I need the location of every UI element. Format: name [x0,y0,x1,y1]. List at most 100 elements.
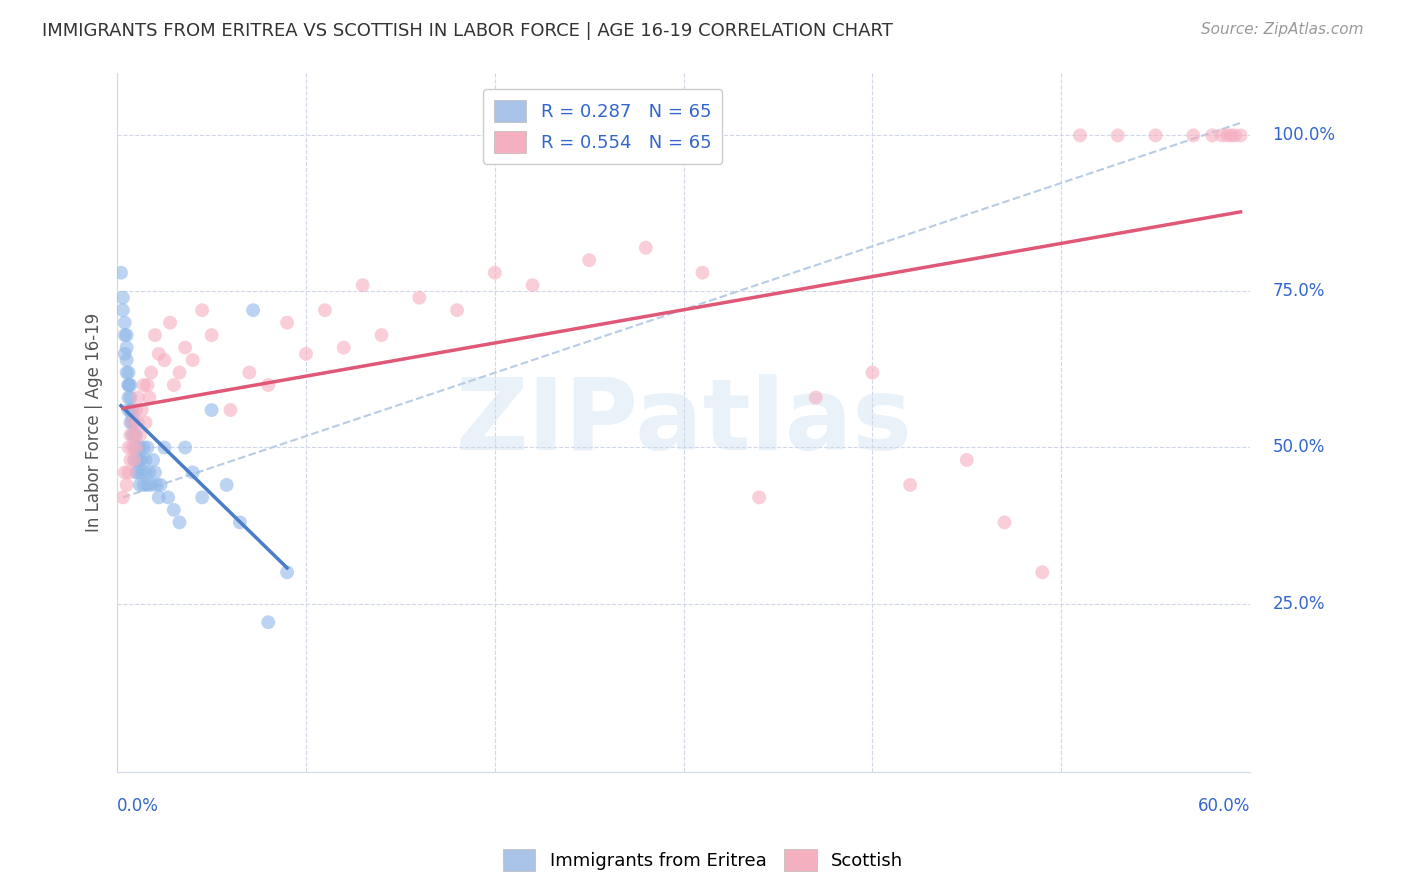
Point [169,366,191,380]
Point [122,441,145,455]
Text: ZIPatlas: ZIPatlas [456,374,912,471]
Point [110,266,132,280]
Point [1031,566,1053,580]
Point [229,516,252,530]
Point [136,378,159,392]
Point [120,403,142,417]
Point [142,453,165,467]
Point [132,441,155,455]
Y-axis label: In Labor Force | Age 16-19: In Labor Force | Age 16-19 [86,313,103,533]
Point [314,303,336,318]
Point [114,328,136,343]
Point [128,453,150,467]
Point [114,466,136,480]
Point [1229,128,1251,143]
Point [993,516,1015,530]
Point [120,416,142,430]
Text: 50.0%: 50.0% [1272,439,1324,457]
Point [257,615,280,630]
Point [169,516,191,530]
Point [128,478,150,492]
Point [1223,128,1246,143]
Point [115,341,138,355]
Point [128,441,150,455]
Point [117,466,139,480]
Point [125,441,148,455]
Point [181,353,204,368]
Point [634,241,657,255]
Point [956,453,979,467]
Point [114,316,136,330]
Point [121,441,143,455]
Point [121,416,143,430]
Point [117,403,139,417]
Point [122,416,145,430]
Point [127,391,149,405]
Point [148,347,170,361]
Text: 25.0%: 25.0% [1272,594,1324,613]
Point [114,347,136,361]
Point [111,291,134,305]
Legend: Immigrants from Eritrea, Scottish: Immigrants from Eritrea, Scottish [495,842,911,879]
Point [111,303,134,318]
Point [153,353,176,368]
Point [157,491,180,505]
Point [122,428,145,442]
Point [1220,128,1243,143]
Text: 0.0%: 0.0% [117,797,159,815]
Point [136,441,159,455]
Point [134,453,156,467]
Point [1144,128,1167,143]
Point [159,316,181,330]
Point [146,478,169,492]
Point [111,491,134,505]
Point [276,566,298,580]
Point [120,378,142,392]
Point [121,428,143,442]
Point [219,403,242,417]
Point [115,366,138,380]
Point [898,478,921,492]
Point [748,491,770,505]
Point [1211,128,1233,143]
Point [131,403,153,417]
Point [122,453,145,467]
Point [141,478,163,492]
Point [276,316,298,330]
Point [352,278,374,293]
Point [143,328,166,343]
Text: 100.0%: 100.0% [1272,127,1336,145]
Point [149,478,172,492]
Point [117,378,139,392]
Point [191,491,214,505]
Point [332,341,354,355]
Point [125,453,148,467]
Point [191,303,214,318]
Text: 75.0%: 75.0% [1272,283,1324,301]
Point [143,466,166,480]
Point [127,466,149,480]
Point [138,466,160,480]
Point [578,253,600,268]
Point [117,441,139,455]
Point [148,491,170,505]
Point [1069,128,1091,143]
Point [200,328,222,343]
Point [117,366,139,380]
Point [408,291,430,305]
Text: 60.0%: 60.0% [1198,797,1250,815]
Point [120,391,142,405]
Point [131,466,153,480]
Point [131,453,153,467]
Point [484,266,506,280]
Point [117,378,139,392]
Point [125,466,148,480]
Point [1201,128,1223,143]
Point [174,441,197,455]
Point [125,428,148,442]
Point [692,266,714,280]
Point [163,378,186,392]
Point [120,428,142,442]
Point [134,416,156,430]
Point [115,328,138,343]
